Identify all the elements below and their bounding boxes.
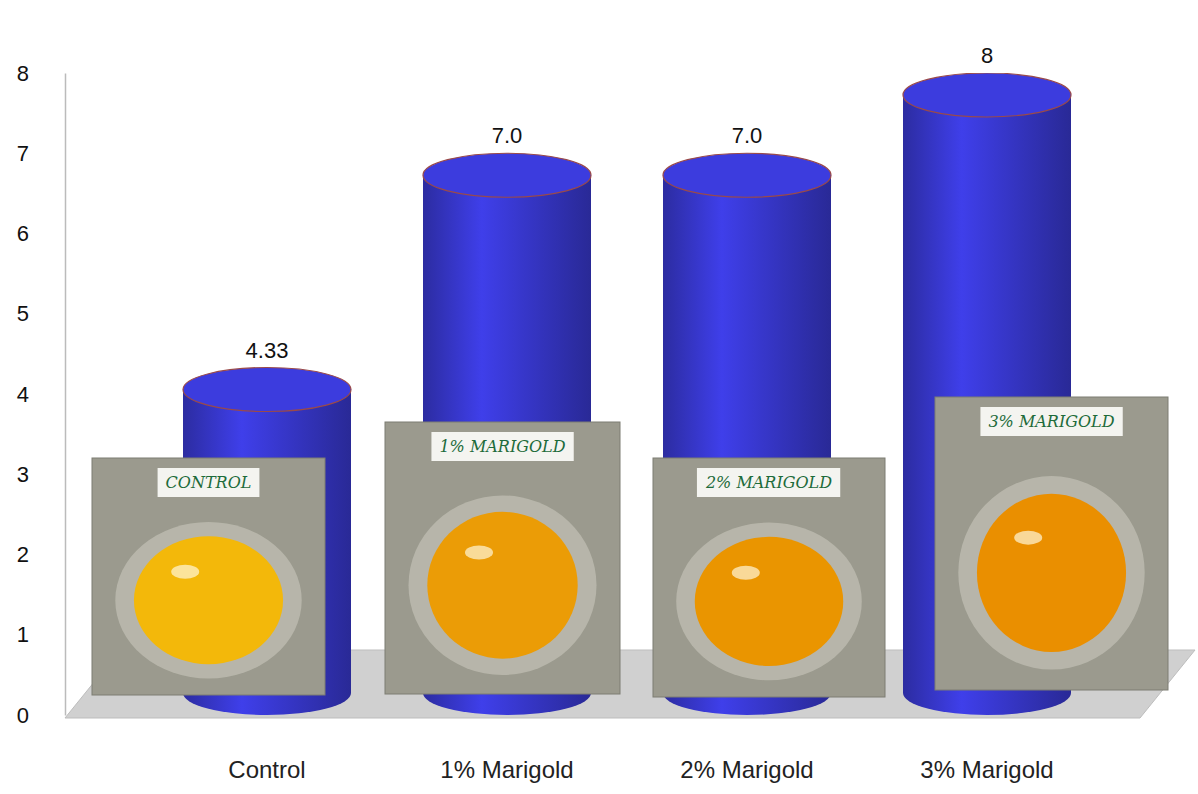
- tick-label: 8: [17, 61, 29, 86]
- cylinder-top: [663, 153, 831, 197]
- tick-label: 5: [17, 301, 29, 326]
- photo: 3% MARIGOLD: [935, 397, 1168, 690]
- photo-background: [385, 422, 620, 694]
- yolk-highlight: [171, 565, 199, 579]
- category-label: 2% Marigold: [680, 756, 813, 783]
- photo-background: [653, 458, 885, 697]
- egg-white: [409, 495, 597, 675]
- tick: 7: [17, 141, 65, 166]
- tick: 0: [17, 703, 65, 728]
- annotation: CONTROL: [166, 473, 252, 492]
- annotation: 3% MARIGOLD: [988, 412, 1114, 431]
- photo: CONTROL: [92, 458, 325, 695]
- chart: 0 1 2 3 4 5 6 7 8 4.33 7.0 7.0 8 CONTROL 1% MARIGOLD 2%…: [0, 0, 1198, 794]
- tick-label: 1: [17, 622, 29, 647]
- photo-background: [935, 397, 1168, 690]
- tick-label: 4: [17, 382, 29, 407]
- yolk-highlight: [1014, 531, 1042, 545]
- tick-label: 7: [17, 141, 29, 166]
- yolk: [134, 536, 283, 664]
- data-label: 8: [981, 43, 993, 68]
- data-label: 7.0: [732, 123, 763, 148]
- bar: [423, 175, 591, 693]
- category-label: Control: [228, 756, 305, 783]
- tick: 6: [17, 221, 65, 246]
- axis-line: [65, 74, 67, 716]
- data-label: 7.0: [492, 123, 523, 148]
- tick-label: 3: [17, 462, 29, 487]
- tick: 4: [17, 382, 65, 407]
- tick: 5: [17, 301, 65, 326]
- cylinder-top: [903, 73, 1071, 117]
- category-label: 1% Marigold: [440, 756, 573, 783]
- label-paper: [980, 407, 1122, 436]
- photo: 1% MARIGOLD: [385, 422, 620, 694]
- cylinder-top: [183, 368, 351, 412]
- tick: 8: [17, 61, 65, 86]
- annotation: 2% MARIGOLD: [705, 473, 832, 492]
- tick-label: 6: [17, 221, 29, 246]
- photo-background: [92, 458, 325, 695]
- tick-label: 2: [17, 542, 29, 567]
- photo: 2% MARIGOLD: [653, 458, 885, 697]
- yolk: [977, 494, 1126, 652]
- label-paper: [697, 468, 840, 497]
- data-label: 4.33: [246, 338, 289, 363]
- y-axis: 0 1 2 3 4 5 6 7 8: [17, 61, 66, 728]
- egg-white: [115, 522, 301, 678]
- yolk-highlight: [465, 546, 493, 560]
- yolk: [695, 537, 843, 666]
- tick: 1: [17, 622, 65, 647]
- label-paper: [158, 468, 260, 497]
- tick-label: 0: [17, 703, 29, 728]
- tick: 3: [17, 462, 65, 487]
- category-label: 3% Marigold: [920, 756, 1053, 783]
- yolk-highlight: [732, 566, 760, 580]
- annotation: 1% MARIGOLD: [439, 437, 565, 456]
- label-paper: [431, 432, 573, 461]
- tick: 2: [17, 542, 65, 567]
- cylinder-top: [423, 153, 591, 197]
- egg-white: [958, 476, 1144, 669]
- egg-white: [676, 523, 862, 681]
- yolk: [427, 512, 577, 659]
